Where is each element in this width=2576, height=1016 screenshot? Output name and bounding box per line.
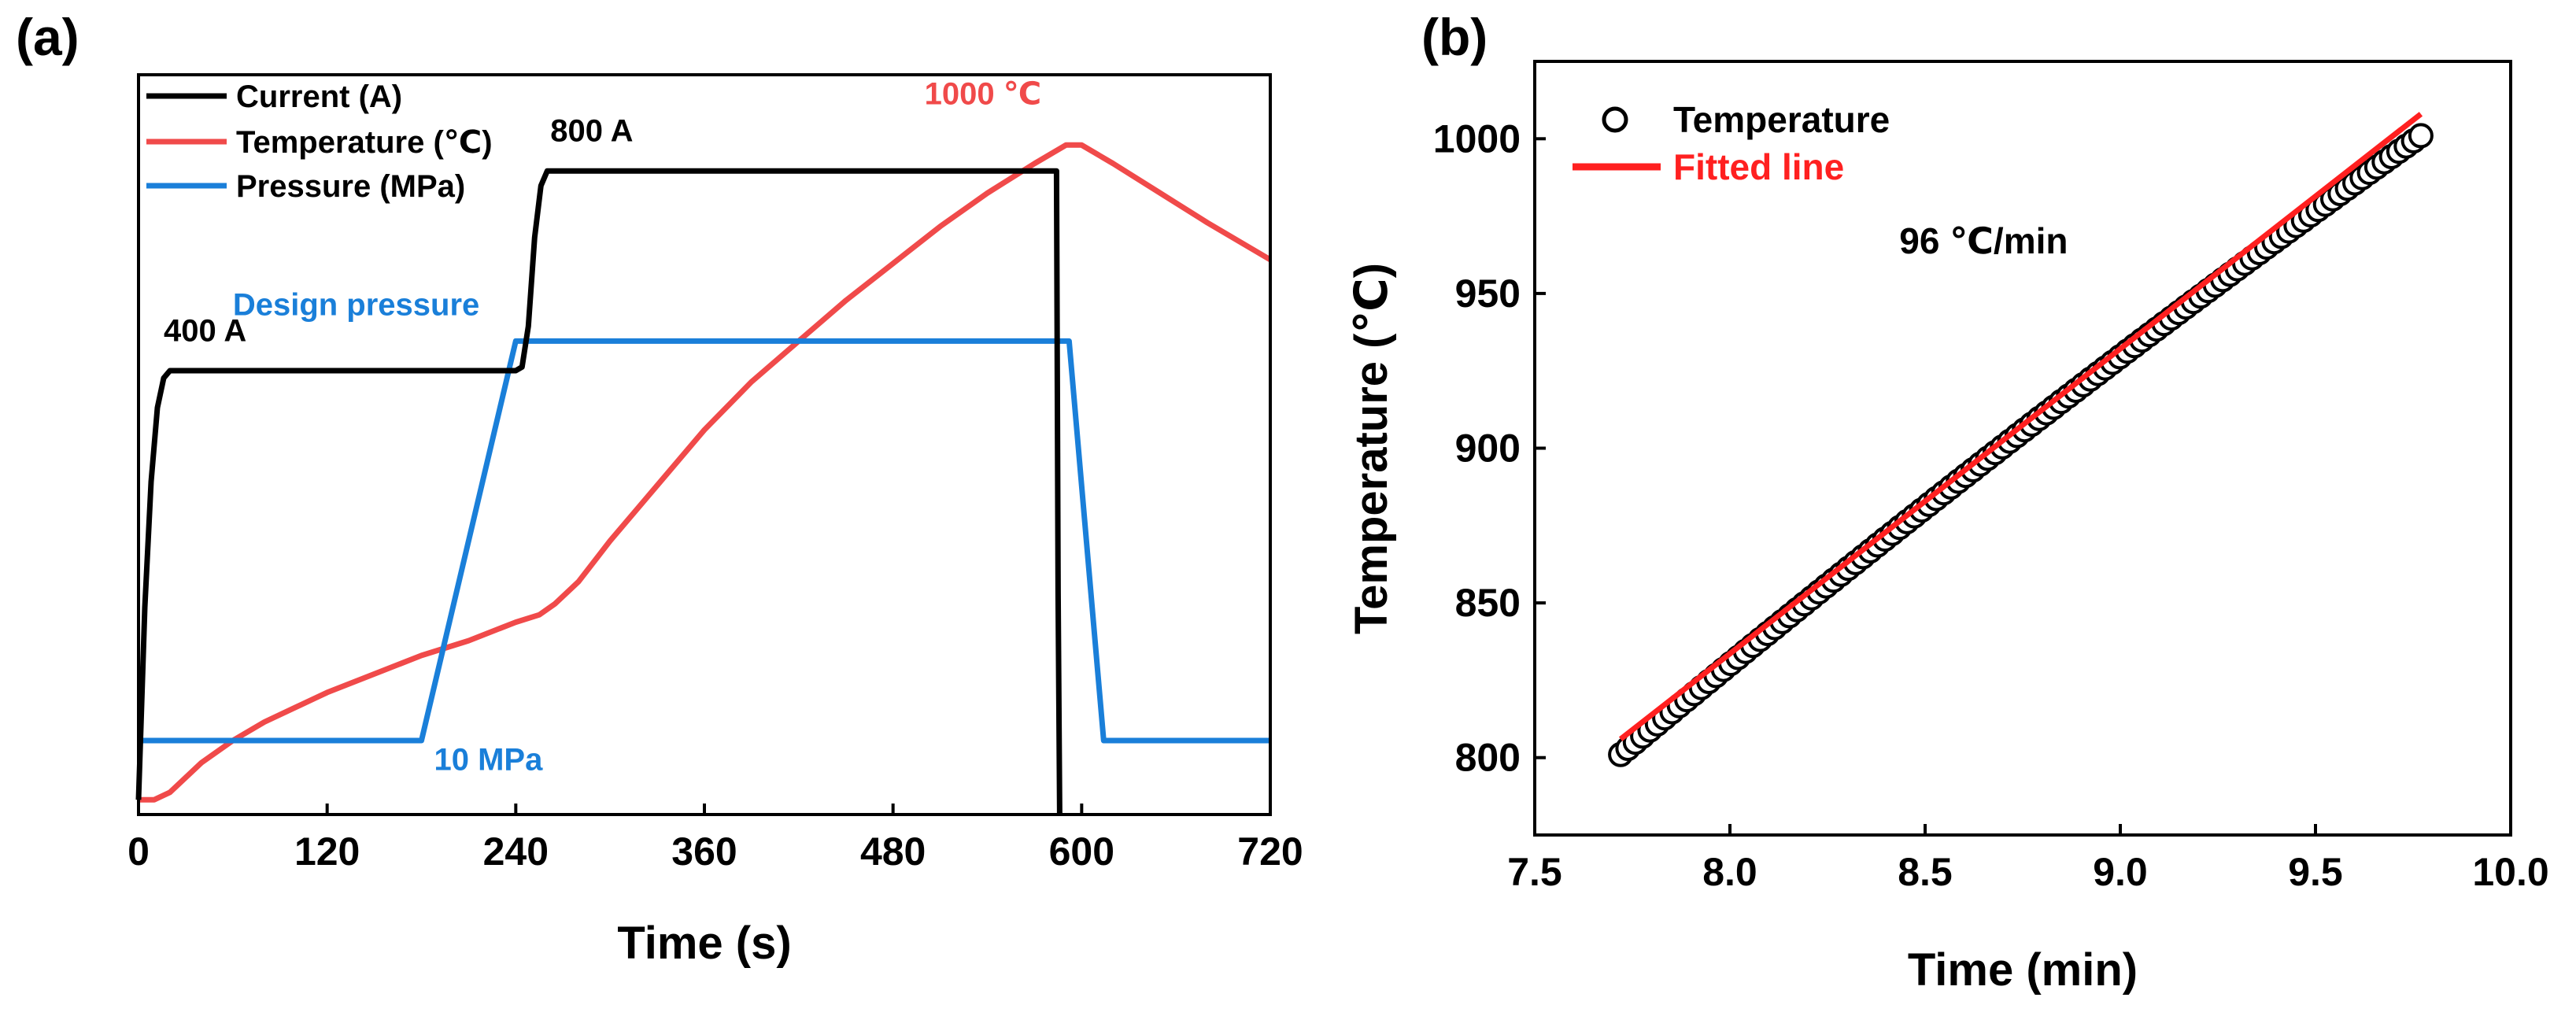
series-temperature-line <box>139 142 1272 803</box>
legend-temperature-label-b: Temperature <box>1673 99 1890 140</box>
panel-b-x-ticks: 7.5 8.0 8.5 9.0 9.5 10.0 <box>1507 824 2549 894</box>
annotation-label: 1000 ℃ <box>925 77 1042 112</box>
x-tick-label: 360 <box>671 829 737 874</box>
series-current-line <box>135 168 1063 815</box>
panel-a-x-ticks: 0 120 240 360 480 600 720 <box>128 804 1303 874</box>
panel-b: (b) 7.5 8.0 8.5 9.0 9.5 10.0 800 850 900 950 1000… <box>1346 8 2549 996</box>
panel-b-y-ticks: 800 850 900 950 1000 <box>1433 116 1546 780</box>
fitted-line <box>1618 112 2423 741</box>
x-tick-label: 600 <box>1049 829 1114 874</box>
x-tick-label: 8.0 <box>1702 850 1757 894</box>
y-tick-label: 900 <box>1455 427 1521 471</box>
y-tick-label: 850 <box>1455 581 1521 625</box>
panel-a-series <box>135 142 1272 815</box>
legend-current-label: Current (A) <box>236 79 402 114</box>
panel-b-data <box>1608 112 2434 767</box>
legend-fitted-label: Fitted line <box>1673 146 1844 187</box>
x-tick-label: 120 <box>294 829 360 874</box>
y-tick-label: 950 <box>1455 272 1521 316</box>
panel-b-y-axis-title: Temperature (℃) <box>1346 263 1397 634</box>
panel-a-annotations: 400 A 800 A 1000 ℃ Design pressure 10 MPa <box>164 77 1041 778</box>
annotation-label: Design pressure <box>233 288 479 323</box>
x-tick-label: 9.5 <box>2288 850 2343 894</box>
panel-a-legend: Current (A) Temperature (℃) Pressure (MP… <box>146 79 493 204</box>
panel-a-x-axis-title: Time (s) <box>617 918 791 969</box>
legend-temperature-marker <box>1602 106 1628 133</box>
series-pressure-line <box>139 338 1270 744</box>
x-tick-label: 9.0 <box>2093 850 2148 894</box>
x-tick-label: 10.0 <box>2472 850 2548 894</box>
annotation-label: 800 A <box>550 114 633 149</box>
legend-temperature-label: Temperature (℃) <box>236 125 493 160</box>
x-tick-label: 0 <box>128 829 150 874</box>
panel-b-x-axis-title: Time (min) <box>1908 944 2138 996</box>
x-tick-label: 8.5 <box>1898 850 1953 894</box>
annotation-label: 96 ℃/min <box>1899 220 2068 261</box>
legend-pressure-label: Pressure (MPa) <box>236 169 465 204</box>
x-tick-label: 7.5 <box>1507 850 1562 894</box>
panel-b-label: (b) <box>1421 8 1488 66</box>
panel-b-annotations: 96 ℃/min <box>1899 220 2068 261</box>
x-tick-label: 720 <box>1237 829 1303 874</box>
panel-a: (a) 0 120 240 360 480 600 720 Time (s) Current… <box>16 8 1303 969</box>
annotation-label: 400 A <box>164 313 246 348</box>
panel-b-legend: Temperature Fitted line <box>1573 99 1890 187</box>
x-tick-label: 480 <box>860 829 926 874</box>
panel-a-label: (a) <box>16 8 79 66</box>
y-tick-label: 1000 <box>1433 116 1521 161</box>
y-tick-label: 800 <box>1455 736 1521 780</box>
annotation-label: 10 MPa <box>434 743 543 778</box>
x-tick-label: 240 <box>483 829 549 874</box>
data-point <box>2408 123 2434 149</box>
